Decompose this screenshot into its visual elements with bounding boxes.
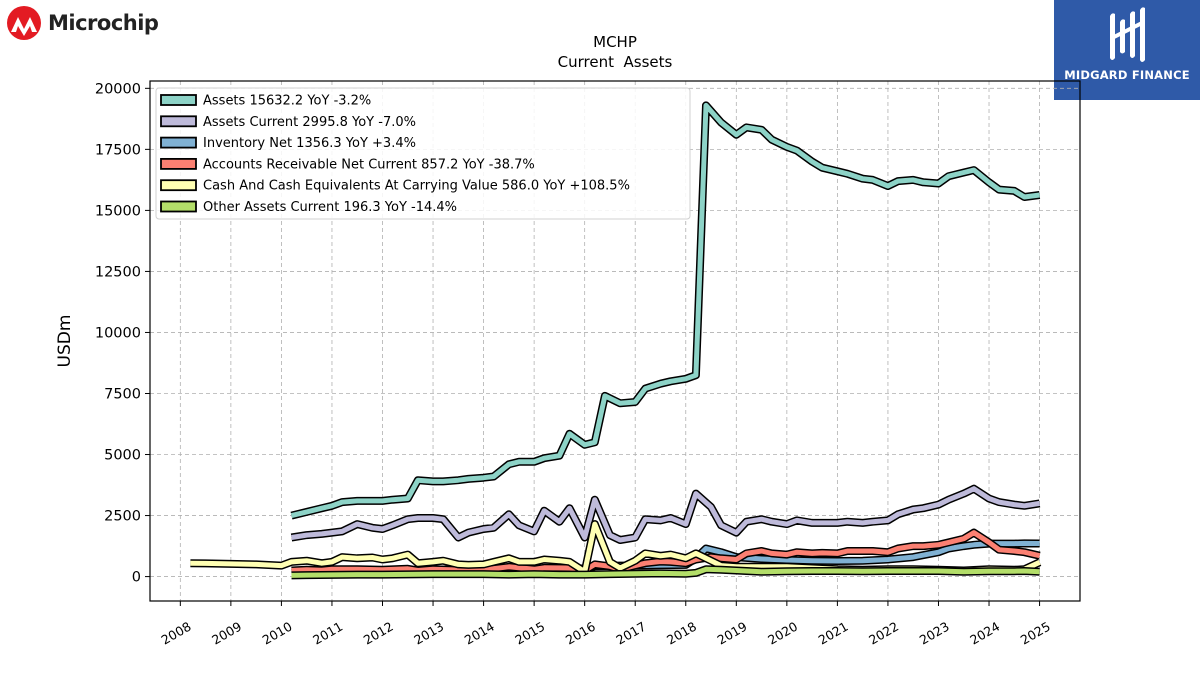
x-tick-label: 2024 <box>967 619 1002 648</box>
x-tick-label: 2016 <box>563 619 598 648</box>
legend-label-2: Inventory Net 1356.3 YoY +3.4% <box>203 136 416 151</box>
y-tick-label: 20000 <box>95 81 141 97</box>
legend-label-1: Assets Current 2995.8 YoY -7.0% <box>203 115 416 130</box>
series-group <box>190 101 1042 580</box>
y-tick-label: 12500 <box>95 264 141 280</box>
midgard-finance-logo-text: MIDGARD FINANCE <box>1064 68 1190 82</box>
y-tick-label: 2500 <box>104 509 141 525</box>
y-tick-label: 15000 <box>95 203 141 219</box>
legend-swatch-2 <box>160 136 197 149</box>
x-tick-label: 2023 <box>917 619 952 648</box>
x-tick-label: 2021 <box>816 619 851 648</box>
x-tick-label: 2020 <box>765 619 800 648</box>
x-tick-label: 2012 <box>361 619 396 648</box>
x-tick-label: 2015 <box>512 619 547 648</box>
x-axis: 2008 2009 2010 2011 2012 2013 2014 2015 2016 2017… <box>159 601 1053 648</box>
plot-frame <box>149 80 1081 602</box>
x-tick-label: 2018 <box>664 619 699 648</box>
x-tick-label: 2019 <box>715 619 750 648</box>
x-tick-label: 2025 <box>1018 619 1053 648</box>
chart-title: MCHP <box>593 33 637 51</box>
y-tick-label: 17500 <box>95 142 141 158</box>
microchip-logo-icon <box>7 6 41 40</box>
legend-swatch-0 <box>160 94 197 106</box>
y-tick-label: 7500 <box>104 386 141 402</box>
series-line-1 <box>291 486 1040 543</box>
series-line-0 <box>290 102 1040 519</box>
legend-label-3: Accounts Receivable Net Current 857.2 Yo… <box>203 157 535 172</box>
legend-swatch-5 <box>160 200 197 213</box>
legend-swatch-1 <box>160 115 197 128</box>
x-tick-label: 2009 <box>209 619 244 648</box>
x-tick-label: 2017 <box>613 619 648 648</box>
x-tick-label: 2010 <box>260 619 295 648</box>
legend-swatch-4 <box>160 179 197 192</box>
legend-label-4: Cash And Cash Equivalents At Carrying Va… <box>203 179 630 194</box>
x-tick-label: 2022 <box>866 619 901 648</box>
y-axis: 0 2500 5000 7500 10000 12500 15000 17500 20000 <box>95 81 150 586</box>
series-line-3 <box>291 530 1041 573</box>
y-tick-label: 10000 <box>95 325 141 341</box>
legend-swatch-3 <box>160 157 197 170</box>
x-tick-label: 2014 <box>462 619 497 648</box>
legend-box <box>155 87 691 220</box>
y-tick-label: 5000 <box>104 448 141 464</box>
midgard-finance-logo-icon <box>1110 7 1145 63</box>
microchip-logo-text: Microchip <box>48 11 159 35</box>
y-axis-label: USDm <box>55 315 75 368</box>
series-line-5 <box>291 566 1040 578</box>
midgard-finance-logo: MIDGARD FINANCE <box>1054 0 1200 100</box>
microchip-logo: Microchip <box>6 5 181 45</box>
legend: Assets 15632.2 YoY -3.2% Assets Current 2… <box>155 87 691 220</box>
x-tick-label: 2008 <box>159 619 194 648</box>
chart-subtitle: Current Assets <box>558 53 673 71</box>
x-tick-label: 2013 <box>411 619 446 648</box>
legend-label-5: Other Assets Current 196.3 YoY -14.4% <box>203 200 457 215</box>
y-tick-label: 0 <box>132 570 141 586</box>
x-tick-label: 2011 <box>310 619 345 648</box>
legend-label-0: Assets 15632.2 YoY -3.2% <box>203 94 371 109</box>
